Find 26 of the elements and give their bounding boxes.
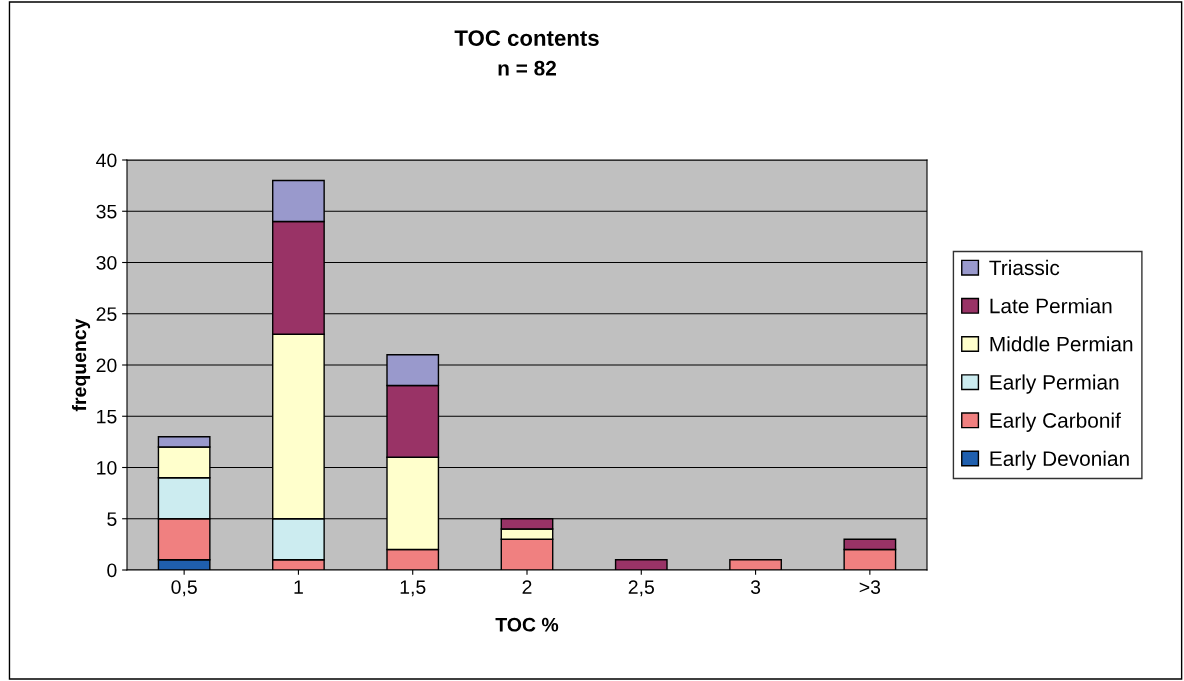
- legend-label: Early Carbonif: [990, 412, 1121, 432]
- chart-subtitle: n = 82: [498, 60, 556, 76]
- y-tick-label: 20: [96, 358, 117, 373]
- y-tick-label: 15: [97, 409, 117, 424]
- x-tick-label: 1: [294, 580, 303, 594]
- chart-title: TOC contents: [454, 30, 599, 46]
- y-tick-label: 0: [107, 563, 117, 578]
- x-tick-label: 1,5: [400, 580, 426, 597]
- x-tick-label: >3: [859, 580, 881, 594]
- legend-label: Triassic: [989, 259, 1060, 276]
- legend-label: Middle Permian: [990, 336, 1133, 352]
- y-tick-label: 35: [96, 204, 117, 219]
- x-tick-label: 2: [522, 580, 532, 594]
- x-tick-label: 3: [750, 580, 761, 594]
- x-tick-label: 0,5: [171, 580, 197, 597]
- legend-label: Late Permian: [990, 298, 1112, 314]
- y-axis-title: frequency: [71, 318, 91, 412]
- x-axis-title: TOC %: [495, 617, 559, 632]
- legend-label: Early Permian: [990, 374, 1119, 394]
- x-tick-label: 2,5: [628, 580, 654, 597]
- y-tick-label: 40: [96, 153, 117, 168]
- legend-label: Early Devonian: [990, 450, 1129, 471]
- y-tick-label: 5: [107, 512, 117, 526]
- y-tick-label: 10: [97, 460, 117, 475]
- y-tick-label: 25: [96, 307, 117, 321]
- y-tick-label: 30: [96, 255, 117, 270]
